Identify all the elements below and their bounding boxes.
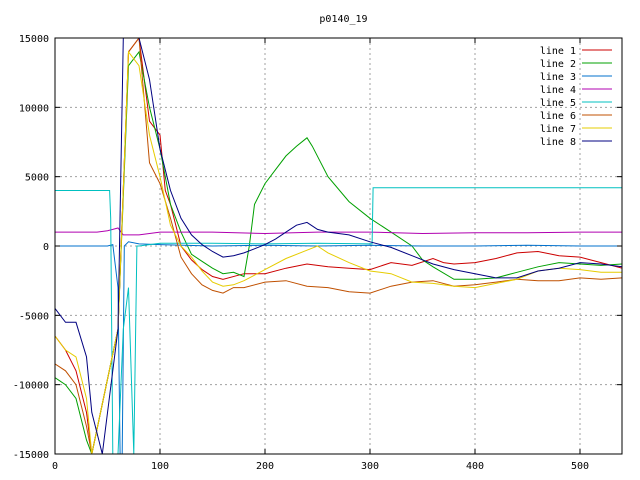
axes: 0 100 200 300 400 500 -15000 -10000 -5000 0 5000 10… [13,34,622,472]
legend-label: line 7 [540,124,576,135]
y-tick-label: 0 [43,242,49,253]
series-line-8 [55,38,622,454]
legend-label: line 8 [540,137,576,148]
y-tick-label: 5000 [25,173,49,184]
legend: line 1 line 2 line 3 line 4 line 5 line 6 line… [540,46,612,148]
series-line-3 [55,241,622,454]
y-tick-label: -15000 [13,450,49,461]
x-tick-label: 200 [256,461,274,472]
x-tick-label: 400 [466,461,484,472]
x-tick-label: 0 [52,461,58,472]
y-tick-label: 10000 [19,103,49,114]
grid [55,38,622,454]
chart-title: p0140_19 [319,14,367,25]
legend-label: line 4 [540,85,576,96]
series-line-7 [55,50,622,454]
legend-label: line 6 [540,111,576,122]
series-layer [55,38,622,454]
legend-label: line 3 [540,72,576,83]
series-line-2 [55,50,622,454]
y-tick-label: -10000 [13,381,49,392]
legend-label: line 2 [540,59,576,70]
x-tick-label: 500 [571,461,589,472]
legend-label: line 1 [540,46,576,57]
y-tick-label: -5000 [19,311,49,322]
x-tick-label: 300 [361,461,379,472]
series-line-5 [55,187,622,454]
y-tick-label: 15000 [19,34,49,45]
legend-label: line 5 [540,98,576,109]
x-tick-label: 100 [151,461,169,472]
